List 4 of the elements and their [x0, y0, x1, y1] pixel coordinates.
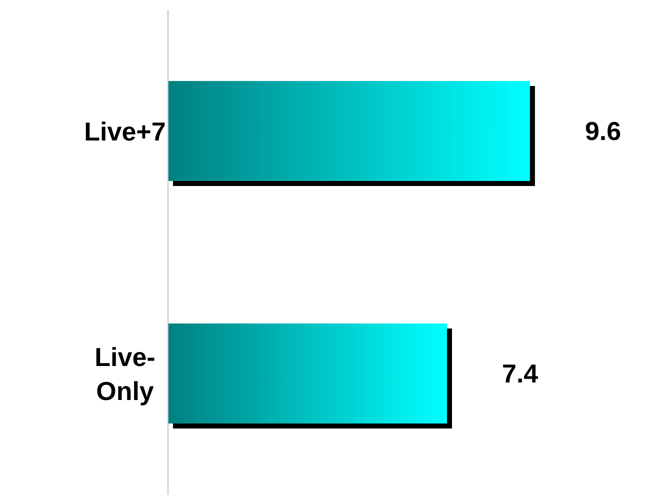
y-tick-label: Live-Only — [94, 342, 156, 406]
y-tick-label: Live+7 — [84, 116, 166, 146]
data-label: 9.6 — [584, 116, 622, 146]
data-label: 7.4 — [502, 358, 539, 389]
